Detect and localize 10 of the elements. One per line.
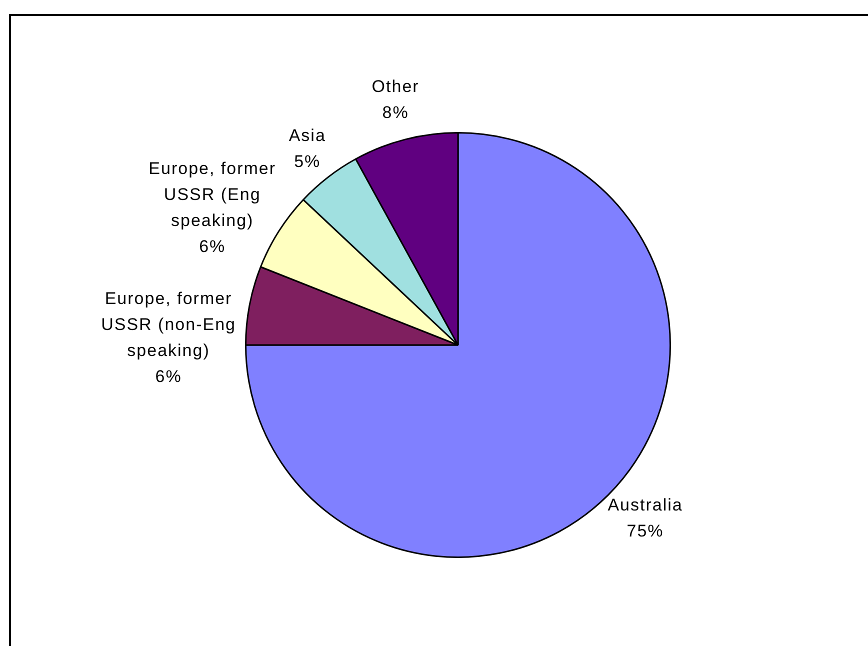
data-label: 6% [199,236,226,256]
data-label: 75% [626,521,664,540]
slice-label: Europe, former USSR (Eng speaking) [148,158,276,230]
slice-label: Europe, former USSR (non-Eng speaking) [101,288,236,360]
data-label: 8% [382,103,409,122]
slice-label: Other [372,77,420,96]
slice-label: Asia [288,126,326,145]
data-label: 5% [294,152,321,171]
data-label: 6% [155,366,182,386]
slice-label: Australia [608,495,683,514]
